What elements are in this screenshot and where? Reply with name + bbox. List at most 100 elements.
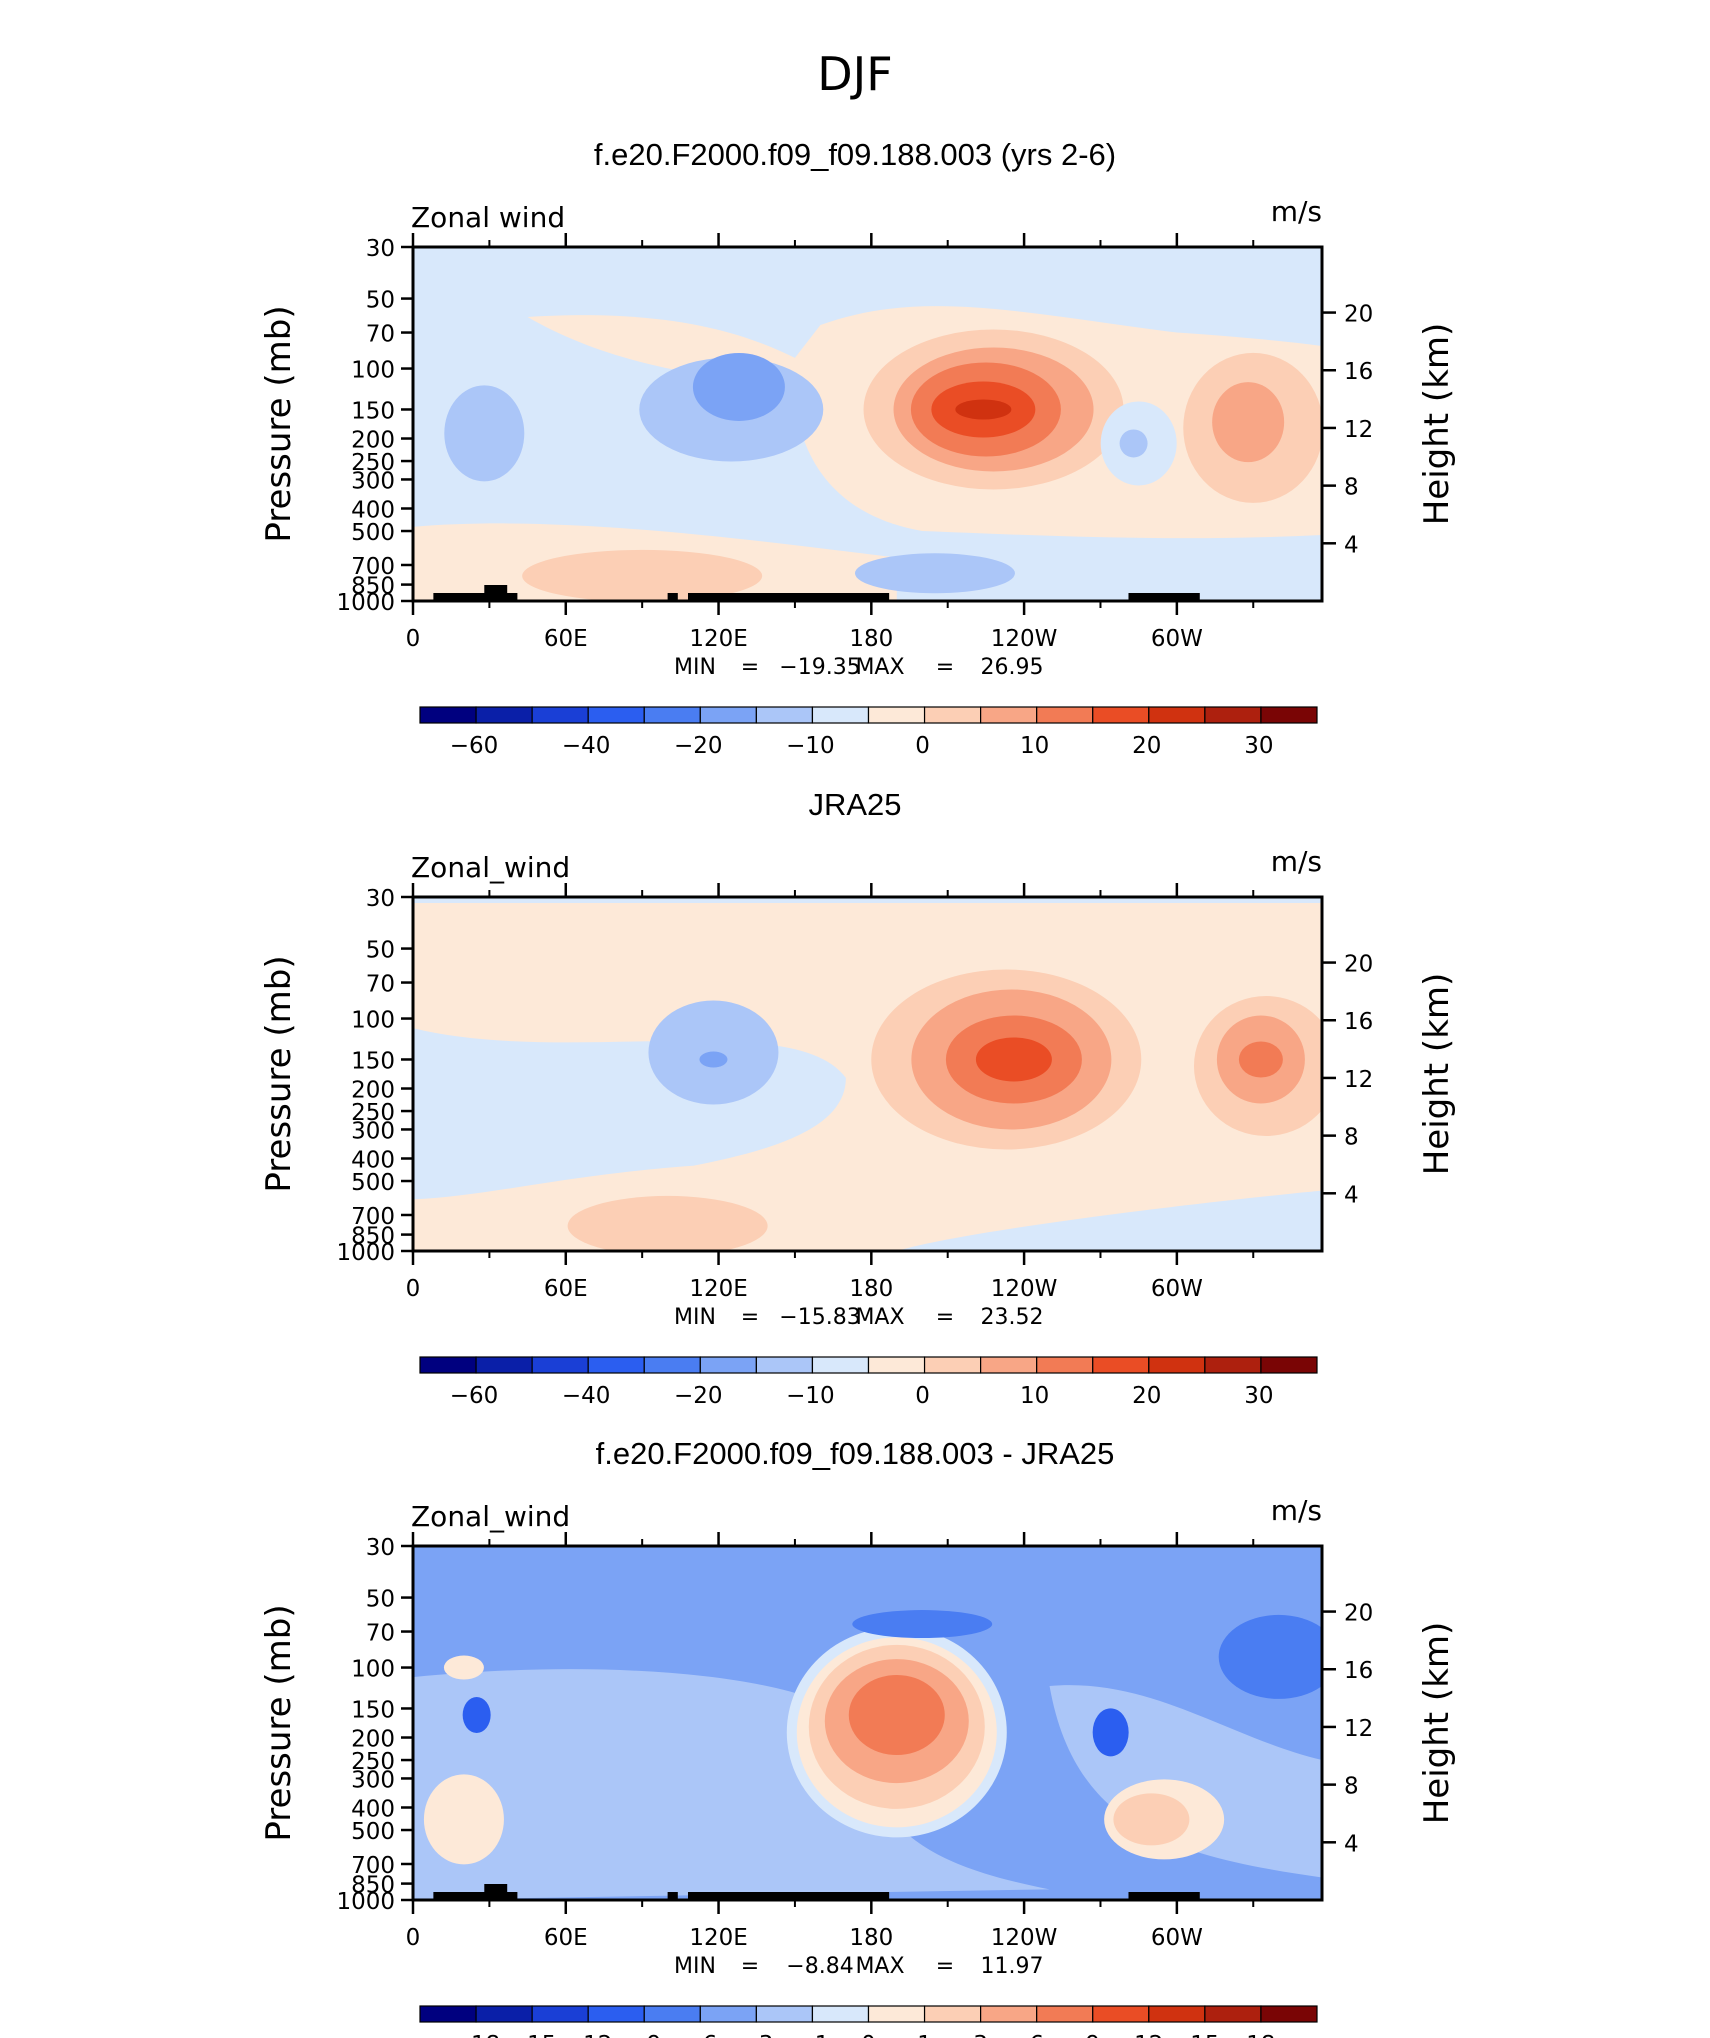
pressure-tick-label: 400 — [351, 1796, 395, 1822]
colorbar-label: 9 — [1085, 2032, 1100, 2038]
colorbar-label: 15 — [1190, 2032, 1219, 2038]
colorbar-label: −40 — [562, 733, 611, 759]
colorbar: −18 −15 −12 −9 −6 −3 −1 0 1 3 6 9 12 15 18 — [419, 2005, 1318, 2038]
colorbar-label: −1 — [795, 2032, 829, 2038]
contour-band — [896, 1190, 1322, 1251]
panel-title: JRA25 — [808, 787, 901, 822]
variable-label: Zonal_wind — [411, 851, 570, 884]
topography-mask — [484, 585, 508, 601]
variable-label: Zonal wind — [411, 201, 565, 234]
min-max-label: MAX — [855, 655, 904, 680]
pressure-tick-label: 150 — [351, 1048, 395, 1074]
y-axis-label-left: Pressure (mb) — [259, 1604, 299, 1841]
colorbar-label: 10 — [1020, 733, 1049, 759]
height-tick-label: 4 — [1344, 1182, 1359, 1208]
pressure-tick-label: 100 — [351, 358, 395, 384]
pressure-tick-label: 200 — [351, 1727, 395, 1753]
colorbar-swatch — [1148, 706, 1206, 724]
colorbar-label: −6 — [683, 2032, 717, 2038]
min-max-label: MIN — [674, 655, 716, 680]
colorbar-label: −10 — [786, 1383, 835, 1409]
topography-mask — [667, 593, 678, 601]
variable-label: Zonal_wind — [411, 1500, 570, 1533]
pressure-tick-label: 500 — [351, 520, 395, 546]
pressure-tick-label: 250 — [351, 1100, 395, 1126]
contour-field — [413, 247, 1322, 601]
panel-title: f.e20.F2000.f09_f09.188.003 - JRA25 — [596, 1436, 1115, 1471]
colorbar-label: −15 — [508, 2032, 557, 2038]
pressure-tick-label: 250 — [351, 1749, 395, 1775]
units-label: m/s — [1271, 845, 1322, 878]
colorbar-swatch — [1092, 1356, 1150, 1374]
height-tick-label: 16 — [1344, 1658, 1373, 1684]
figure-title: DJF — [817, 47, 892, 101]
colorbar-swatch — [699, 706, 757, 724]
pressure-tick-label: 70 — [366, 972, 395, 998]
max-value: 26.95 — [981, 655, 1044, 680]
height-tick-label: 16 — [1344, 1009, 1373, 1035]
colorbar-label: −60 — [450, 1383, 499, 1409]
min-max-label: MAX — [855, 1954, 904, 1979]
colorbar-swatch — [643, 706, 701, 724]
colorbar: −60 −40 −20 −10 0 10 20 30 — [419, 1356, 1318, 1409]
contour-band — [1092, 1708, 1129, 1757]
colorbar-label: −20 — [674, 1383, 723, 1409]
colorbar-swatch — [531, 1356, 589, 1374]
colorbar-swatch — [1204, 1356, 1262, 1374]
pressure-tick-label: 300 — [351, 1767, 395, 1793]
min-max-label: = — [936, 1305, 954, 1330]
contour-band — [567, 1195, 768, 1251]
pressure-tick-label: 1000 — [336, 1240, 395, 1266]
topography-mask — [687, 593, 890, 601]
lon-tick-label: 120E — [689, 1925, 747, 1951]
colorbar-swatch — [811, 706, 870, 724]
colorbar-label: 20 — [1132, 733, 1161, 759]
colorbar-swatch — [419, 2005, 477, 2023]
colorbar-label: 30 — [1244, 733, 1273, 759]
colorbar-swatch — [980, 706, 1038, 724]
colorbar-swatch — [587, 2005, 645, 2023]
contour-band — [444, 385, 525, 482]
colorbar-swatch — [587, 1356, 645, 1374]
min-max-label: = — [936, 1954, 954, 1979]
colorbar-swatch — [755, 706, 814, 724]
colorbar-swatch — [1148, 1356, 1206, 1374]
min-max-label: MIN — [674, 1305, 716, 1330]
colorbar-swatch — [811, 2005, 870, 2023]
pressure-tick-label: 500 — [351, 1170, 395, 1196]
colorbar-label: 0 — [861, 2032, 876, 2038]
colorbar-swatch — [699, 2005, 757, 2023]
colorbar-swatch — [867, 1356, 926, 1374]
pressure-tick-label: 100 — [351, 1008, 395, 1034]
pressure-tick-label: 700 — [351, 1204, 395, 1230]
y-axis-label-left: Pressure (mb) — [259, 305, 299, 542]
min-max-label: = — [936, 655, 954, 680]
colorbar-swatch — [923, 1356, 982, 1374]
min-max-label: = — [741, 1954, 759, 1979]
lon-tick-label: 60W — [1151, 626, 1203, 652]
lon-tick-label: 60W — [1151, 1276, 1203, 1302]
colorbar-swatch — [1036, 1356, 1094, 1374]
height-tick-label: 4 — [1344, 532, 1359, 558]
colorbar-swatch — [475, 706, 533, 724]
pressure-tick-label: 70 — [366, 322, 395, 348]
colorbar-swatch — [475, 2005, 533, 2023]
height-tick-label: 8 — [1344, 1774, 1359, 1800]
axes: f.e20.F2000.f09_f09.188.003 - JRA25 Zonal… — [259, 1436, 1457, 1979]
lon-tick-label: 120W — [991, 626, 1058, 652]
colorbar-swatch — [419, 706, 477, 724]
colorbar-label: −12 — [564, 2032, 613, 2038]
lon-tick-label: 0 — [406, 1925, 421, 1951]
topography-mask — [1128, 1892, 1200, 1900]
contour-band — [1218, 1614, 1322, 1699]
contour-band — [462, 1696, 491, 1733]
height-tick-label: 4 — [1344, 1831, 1359, 1857]
colorbar-swatch — [980, 1356, 1038, 1374]
contour-band — [692, 352, 785, 421]
lon-tick-label: 0 — [406, 626, 421, 652]
colorbar-label: 0 — [915, 1383, 930, 1409]
colorbar-label: 20 — [1132, 1383, 1161, 1409]
pressure-tick-label: 700 — [351, 1853, 395, 1879]
lon-tick-label: 120W — [991, 1925, 1058, 1951]
